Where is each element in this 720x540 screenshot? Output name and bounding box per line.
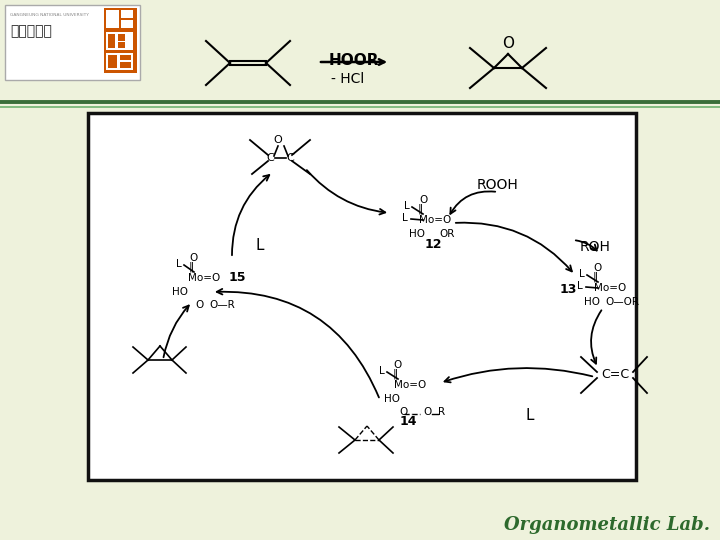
Text: O—OR: O—OR (605, 297, 639, 307)
Text: Mo=O: Mo=O (394, 380, 426, 390)
Text: O: O (190, 253, 198, 263)
FancyBboxPatch shape (106, 32, 133, 50)
Text: HO: HO (384, 394, 400, 404)
Text: O: O (419, 195, 427, 205)
Text: GANGNEUNG NATIONAL UNIVERSITY: GANGNEUNG NATIONAL UNIVERSITY (10, 13, 89, 17)
Text: ‖: ‖ (593, 272, 598, 282)
Text: L: L (404, 201, 410, 211)
FancyBboxPatch shape (88, 113, 636, 480)
Text: - HCl: - HCl (331, 72, 364, 86)
FancyBboxPatch shape (120, 62, 131, 68)
Text: C: C (286, 153, 294, 163)
Text: Mo=O: Mo=O (188, 273, 220, 283)
FancyBboxPatch shape (118, 34, 125, 41)
Text: ROOH: ROOH (477, 178, 519, 192)
Text: 14: 14 (400, 415, 417, 428)
FancyBboxPatch shape (104, 8, 137, 73)
Text: ROH: ROH (580, 240, 611, 254)
Text: O: O (594, 263, 602, 273)
FancyBboxPatch shape (121, 10, 133, 18)
Text: HO: HO (172, 287, 188, 297)
Text: 13: 13 (559, 283, 577, 296)
Text: Mo=O: Mo=O (594, 283, 626, 293)
Text: Mo=O: Mo=O (419, 215, 451, 225)
Text: O: O (196, 300, 204, 310)
Text: 12: 12 (424, 238, 442, 251)
FancyBboxPatch shape (118, 42, 125, 48)
Text: ‖: ‖ (189, 262, 194, 272)
Text: O: O (424, 407, 432, 417)
Text: L: L (579, 269, 585, 279)
Text: HO: HO (584, 297, 600, 307)
Text: L: L (577, 281, 583, 291)
Text: L: L (256, 238, 264, 253)
Text: 15: 15 (228, 271, 246, 284)
Text: L: L (176, 259, 182, 269)
FancyBboxPatch shape (106, 53, 133, 70)
FancyBboxPatch shape (121, 20, 133, 28)
Text: L: L (402, 213, 408, 223)
Text: O: O (400, 407, 408, 417)
Text: R: R (438, 407, 446, 417)
Text: 강릉대학교: 강릉대학교 (10, 24, 52, 38)
Text: HO: HO (409, 229, 425, 239)
FancyBboxPatch shape (106, 10, 119, 28)
Text: O: O (274, 135, 282, 145)
Text: O: O (502, 36, 514, 51)
FancyBboxPatch shape (5, 5, 140, 80)
Text: Organometallic Lab.: Organometallic Lab. (504, 516, 710, 534)
FancyBboxPatch shape (108, 55, 117, 68)
Text: C=C: C=C (601, 368, 629, 381)
Text: HOOR: HOOR (329, 53, 379, 68)
Text: OR: OR (439, 229, 455, 239)
Text: ‖: ‖ (392, 369, 397, 379)
Text: O: O (394, 360, 402, 370)
Text: L: L (526, 408, 534, 422)
FancyBboxPatch shape (108, 34, 115, 48)
Text: C: C (266, 153, 274, 163)
Text: O—R: O—R (209, 300, 235, 310)
Text: L: L (379, 366, 385, 376)
Text: ‖: ‖ (418, 204, 423, 214)
FancyBboxPatch shape (120, 55, 131, 60)
